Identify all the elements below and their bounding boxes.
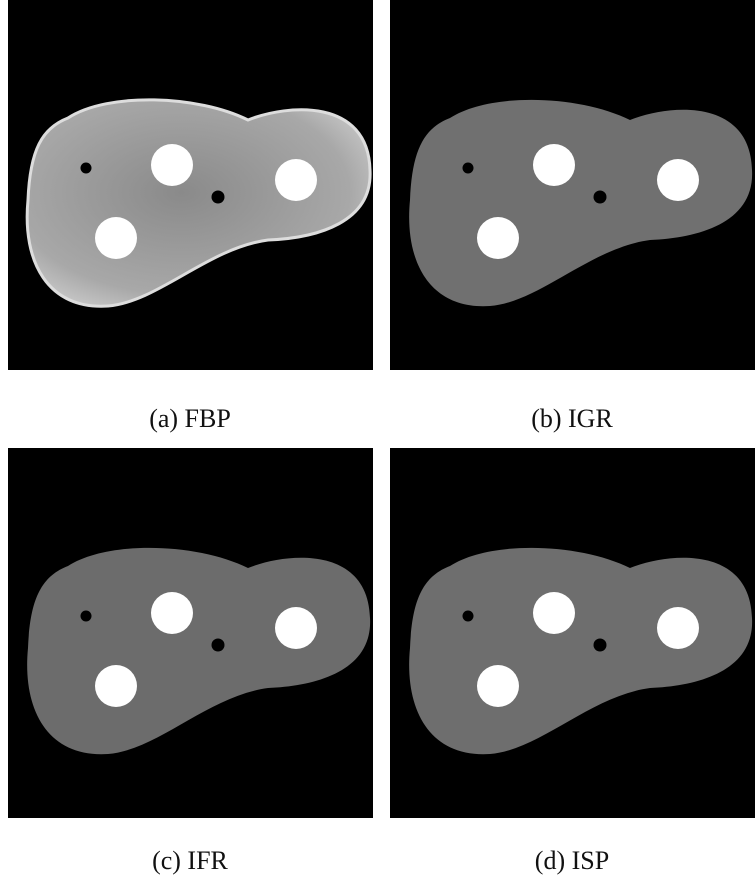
- caption: (d) ISP: [535, 846, 609, 875]
- caption: (a) FBP: [149, 404, 231, 433]
- panel-d-image: [390, 448, 755, 818]
- panel-c-image: [8, 448, 373, 818]
- caption: (c) IFR: [152, 846, 228, 875]
- figure: (a) FBP (b) IGR (c) IFR (d) ISP: [0, 0, 755, 888]
- panel-a-image: [8, 0, 373, 370]
- page: (a) FBP (b) IGR (c) IFR (d) ISP (() => {…: [0, 0, 755, 888]
- panel-b-image: [390, 0, 755, 370]
- caption: (b) IGR: [531, 404, 613, 433]
